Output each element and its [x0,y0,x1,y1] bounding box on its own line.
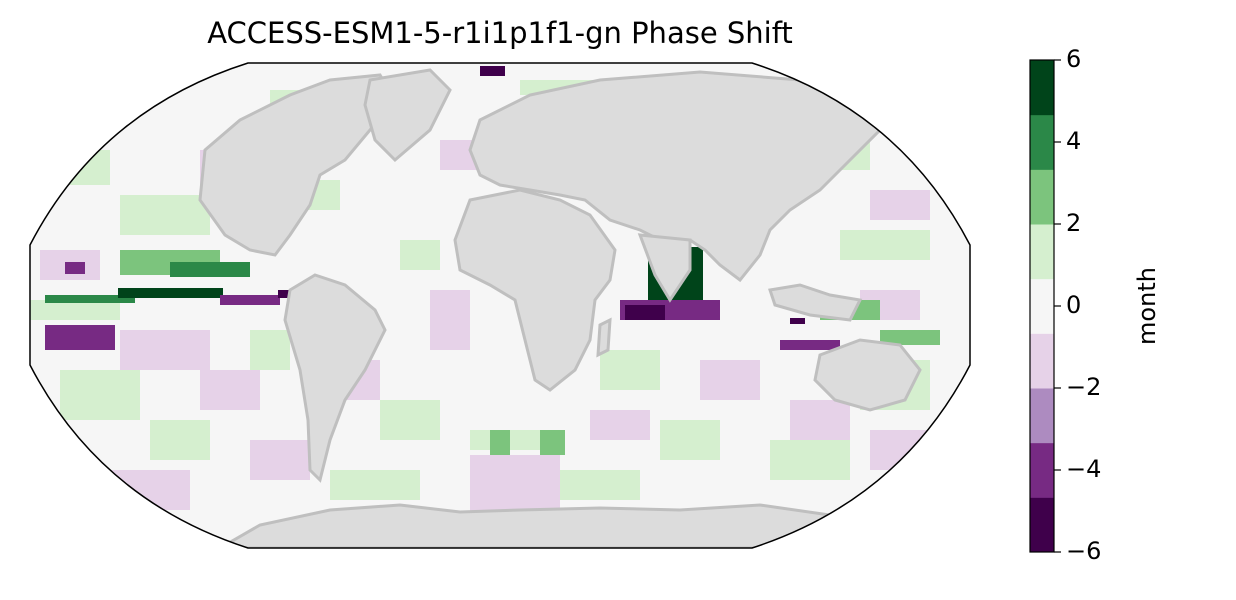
colorbar-swatch [1030,497,1054,553]
colorbar-label: month [1133,267,1161,345]
colorbar-tick-label: −4 [1066,455,1101,483]
colorbar-swatch [1030,333,1054,389]
colorbar-swatch [1030,60,1054,116]
map-boundary [29,62,971,549]
colorbar-tick-label: 6 [1066,45,1081,73]
colorbar-tick-label: −6 [1066,537,1101,565]
colorbar-swatch [1030,442,1054,498]
land-masses [198,68,922,548]
colorbar-swatch [1030,278,1054,334]
colorbar-tick-label: 2 [1066,209,1081,237]
colorbar-swatch [1030,224,1054,280]
colorbar-swatch [1030,169,1054,225]
map-title: ACCESS-ESM1-5-r1i1p1f1-gn Phase Shift [207,16,793,50]
colorbar-swatches [1030,60,1054,553]
colorbar-tick-label: 4 [1066,127,1081,155]
colorbar-ticks: 6 4 2 0 −2 −4 −6 [1054,45,1101,565]
colorbar-swatch [1030,388,1054,444]
colorbar-tick-label: 0 [1066,291,1081,319]
colorbar-swatch [1030,114,1054,170]
colorbar-tick-label: −2 [1066,373,1101,401]
